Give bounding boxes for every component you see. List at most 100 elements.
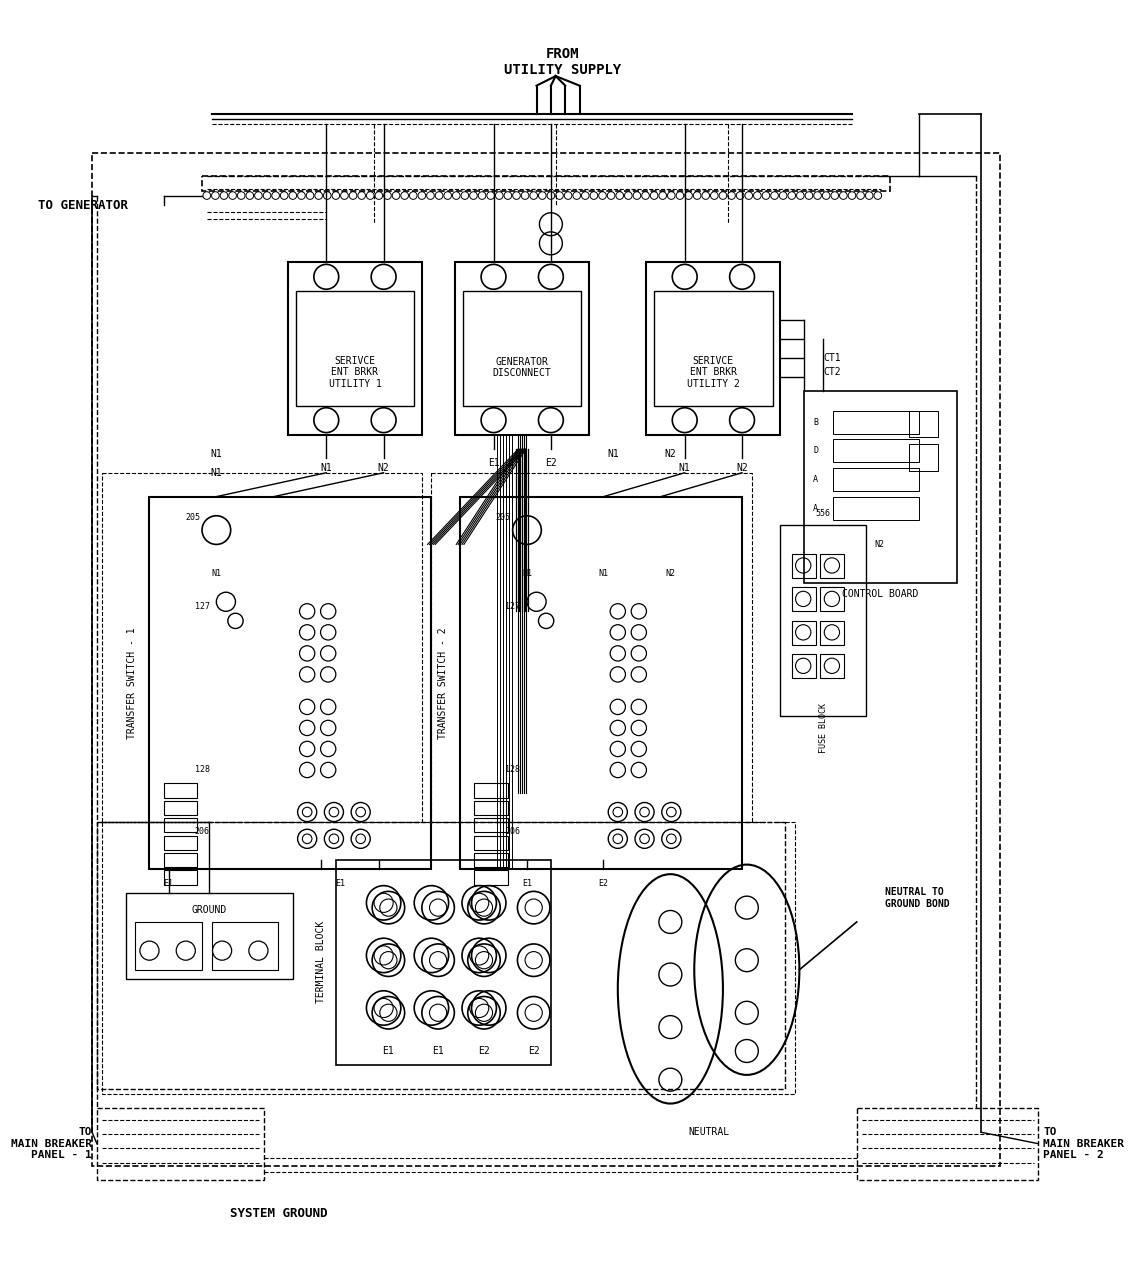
Bar xyxy=(460,497,742,869)
Bar xyxy=(97,822,785,1089)
Text: E1: E1 xyxy=(383,1046,394,1056)
Bar xyxy=(475,800,508,815)
Bar xyxy=(164,800,197,815)
Text: 206: 206 xyxy=(505,827,520,836)
Text: GENERATOR
DISCONNECT: GENERATOR DISCONNECT xyxy=(493,357,552,379)
Text: E2: E2 xyxy=(478,1046,489,1056)
Bar xyxy=(202,177,891,191)
Bar xyxy=(288,262,421,434)
Text: B: B xyxy=(813,417,818,426)
Bar xyxy=(475,854,508,868)
Text: FROM
UTILITY SUPPLY: FROM UTILITY SUPPLY xyxy=(504,46,621,77)
Bar xyxy=(833,439,919,462)
Bar xyxy=(820,554,844,577)
Bar xyxy=(475,783,508,797)
Bar xyxy=(792,588,816,612)
Text: FUSE BLOCK: FUSE BLOCK xyxy=(819,703,828,753)
Text: 206: 206 xyxy=(195,827,210,836)
Bar xyxy=(475,836,508,850)
Bar xyxy=(164,783,197,797)
Text: N1: N1 xyxy=(607,448,619,458)
Text: N1: N1 xyxy=(212,568,221,577)
Bar xyxy=(833,497,919,520)
Text: N2: N2 xyxy=(874,540,884,549)
Bar xyxy=(164,818,197,832)
Bar xyxy=(833,468,919,492)
Bar xyxy=(432,472,751,822)
Bar xyxy=(164,854,197,868)
Text: N1: N1 xyxy=(598,568,608,577)
Bar xyxy=(102,472,421,822)
Text: A: A xyxy=(813,475,818,484)
Text: E1: E1 xyxy=(522,879,533,888)
Text: TO
MAIN BREAKER
PANEL - 2: TO MAIN BREAKER PANEL - 2 xyxy=(1043,1128,1124,1160)
Bar xyxy=(164,870,197,884)
Bar xyxy=(857,1108,1038,1180)
Bar xyxy=(910,444,938,471)
Bar xyxy=(164,836,197,850)
Bar xyxy=(475,870,508,884)
Bar xyxy=(463,291,581,406)
Text: N1: N1 xyxy=(522,568,533,577)
Text: SERIVCE
ENT BRKR
UTILITY 1: SERIVCE ENT BRKR UTILITY 1 xyxy=(329,356,382,389)
Text: 205: 205 xyxy=(495,513,511,522)
Text: D: D xyxy=(813,447,818,456)
Text: A: A xyxy=(813,503,818,512)
Text: N2: N2 xyxy=(665,568,675,577)
Text: CT2: CT2 xyxy=(824,367,841,378)
Text: N1: N1 xyxy=(211,467,222,477)
Bar xyxy=(781,525,867,717)
Bar xyxy=(97,1108,264,1180)
Bar xyxy=(654,291,773,406)
Text: E1: E1 xyxy=(163,879,173,888)
Text: 128: 128 xyxy=(195,764,210,773)
Bar xyxy=(475,818,508,832)
Text: 127: 127 xyxy=(505,602,520,611)
Text: TO
MAIN BREAKER
PANEL - 1: TO MAIN BREAKER PANEL - 1 xyxy=(11,1128,92,1160)
Bar xyxy=(833,411,919,434)
Text: 127: 127 xyxy=(195,602,210,611)
Bar xyxy=(102,822,794,1094)
Text: N1: N1 xyxy=(679,463,691,472)
Bar xyxy=(792,554,816,577)
Bar xyxy=(135,922,202,970)
Bar xyxy=(820,654,844,678)
Text: E1: E1 xyxy=(432,1046,444,1056)
Text: E2: E2 xyxy=(545,458,556,468)
Bar xyxy=(910,411,938,438)
Text: N2: N2 xyxy=(736,463,748,472)
Text: NEUTRAL TO
GROUND BOND: NEUTRAL TO GROUND BOND xyxy=(885,887,951,909)
Text: 205: 205 xyxy=(185,513,199,522)
Bar xyxy=(212,922,279,970)
Text: N2: N2 xyxy=(664,448,676,458)
Text: E2: E2 xyxy=(528,1046,539,1056)
Text: SYSTEM GROUND: SYSTEM GROUND xyxy=(230,1207,327,1220)
Bar xyxy=(647,262,781,434)
Text: N1: N1 xyxy=(211,448,222,458)
Text: 556: 556 xyxy=(816,509,830,518)
Text: E1: E1 xyxy=(487,458,500,468)
Text: TO GENERATOR: TO GENERATOR xyxy=(37,198,128,211)
Bar xyxy=(150,497,432,869)
Text: N1: N1 xyxy=(321,463,332,472)
Text: TRANSFER SWITCH - 2: TRANSFER SWITCH - 2 xyxy=(437,627,448,739)
Bar xyxy=(335,860,551,1065)
Text: CONTROL BOARD: CONTROL BOARD xyxy=(843,589,919,599)
Text: TRANSFER SWITCH - 1: TRANSFER SWITCH - 1 xyxy=(127,627,137,739)
Bar xyxy=(820,621,844,645)
Bar xyxy=(804,392,957,582)
Bar xyxy=(820,588,844,612)
Text: SERIVCE
ENT BRKR
UTILITY 2: SERIVCE ENT BRKR UTILITY 2 xyxy=(687,356,740,389)
Bar xyxy=(92,152,1000,1166)
Text: E1: E1 xyxy=(335,879,346,888)
Text: TERMINAL BLOCK: TERMINAL BLOCK xyxy=(316,922,326,1004)
Text: NEUTRAL: NEUTRAL xyxy=(688,1128,730,1137)
Bar xyxy=(792,654,816,678)
Text: 128: 128 xyxy=(505,764,520,773)
Bar xyxy=(126,893,292,979)
Bar xyxy=(792,621,816,645)
Text: N2: N2 xyxy=(377,463,390,472)
Text: E2: E2 xyxy=(598,879,608,888)
Bar xyxy=(296,291,415,406)
Text: CT1: CT1 xyxy=(824,353,841,364)
